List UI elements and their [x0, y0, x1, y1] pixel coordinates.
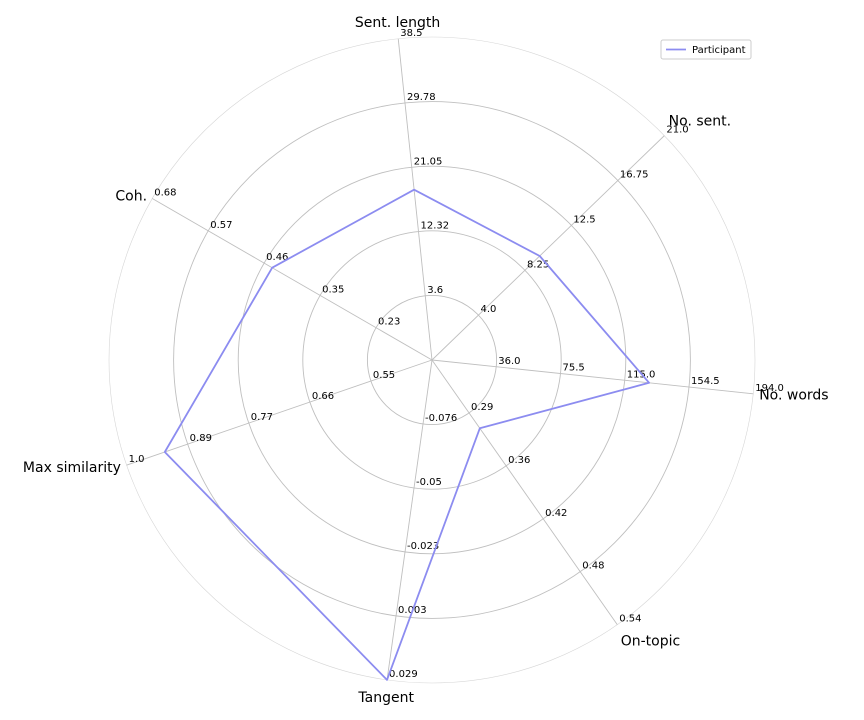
tick-label: 12.32: [420, 221, 449, 232]
axis-title: No. sent.: [669, 113, 731, 129]
tick-label: 4.0: [480, 304, 496, 315]
tick-label: 36.0: [498, 356, 520, 367]
tick-label: 8.25: [527, 259, 549, 270]
tick-label: 21.05: [414, 156, 443, 167]
tick-label: 0.89: [190, 433, 212, 444]
axis-spokes: [127, 39, 754, 680]
tick-label: 0.68: [154, 188, 176, 199]
tick-label: 75.5: [562, 363, 584, 374]
tick-label: -0.076: [425, 413, 457, 424]
legend: Participant: [661, 40, 751, 59]
tick-label: 154.5: [691, 376, 720, 387]
tick-label: 0.54: [619, 614, 641, 625]
axis-title: Max similarity: [23, 460, 121, 476]
tick-label: 12.5: [573, 214, 595, 225]
tick-label: 0.55: [373, 370, 395, 381]
tick-label: 0.35: [322, 284, 344, 295]
spoke-3: [398, 39, 432, 360]
axis-title: Sent. length: [355, 15, 440, 31]
tick-label: 0.29: [471, 402, 493, 413]
spoke-4: [152, 199, 432, 361]
axis-title: On-topic: [621, 634, 680, 650]
tick-label: 0.48: [582, 561, 604, 572]
tick-label: 0.66: [312, 391, 334, 402]
axis-title: No. words: [759, 387, 828, 403]
tick-label: 1.0: [129, 454, 145, 465]
tick-label: 16.75: [620, 170, 649, 181]
tick-label: 29.78: [407, 92, 436, 103]
spoke-6: [387, 360, 432, 680]
tick-label: 3.6: [427, 285, 443, 296]
axis-title: Tangent: [357, 690, 414, 706]
tick-label: 0.36: [508, 455, 530, 466]
tick-label: 0.77: [251, 412, 273, 423]
tick-label: -0.05: [416, 477, 442, 488]
tick-label: 0.029: [389, 669, 418, 680]
tick-label: 0.57: [210, 220, 232, 231]
tick-label: 0.42: [545, 508, 567, 519]
legend-label: Participant: [692, 45, 746, 56]
tick-label: 0.23: [378, 317, 400, 328]
axis-title: Coh.: [115, 189, 147, 205]
axis-titles: No. words No. sent. Sent. length Coh. Max si…: [23, 15, 829, 706]
